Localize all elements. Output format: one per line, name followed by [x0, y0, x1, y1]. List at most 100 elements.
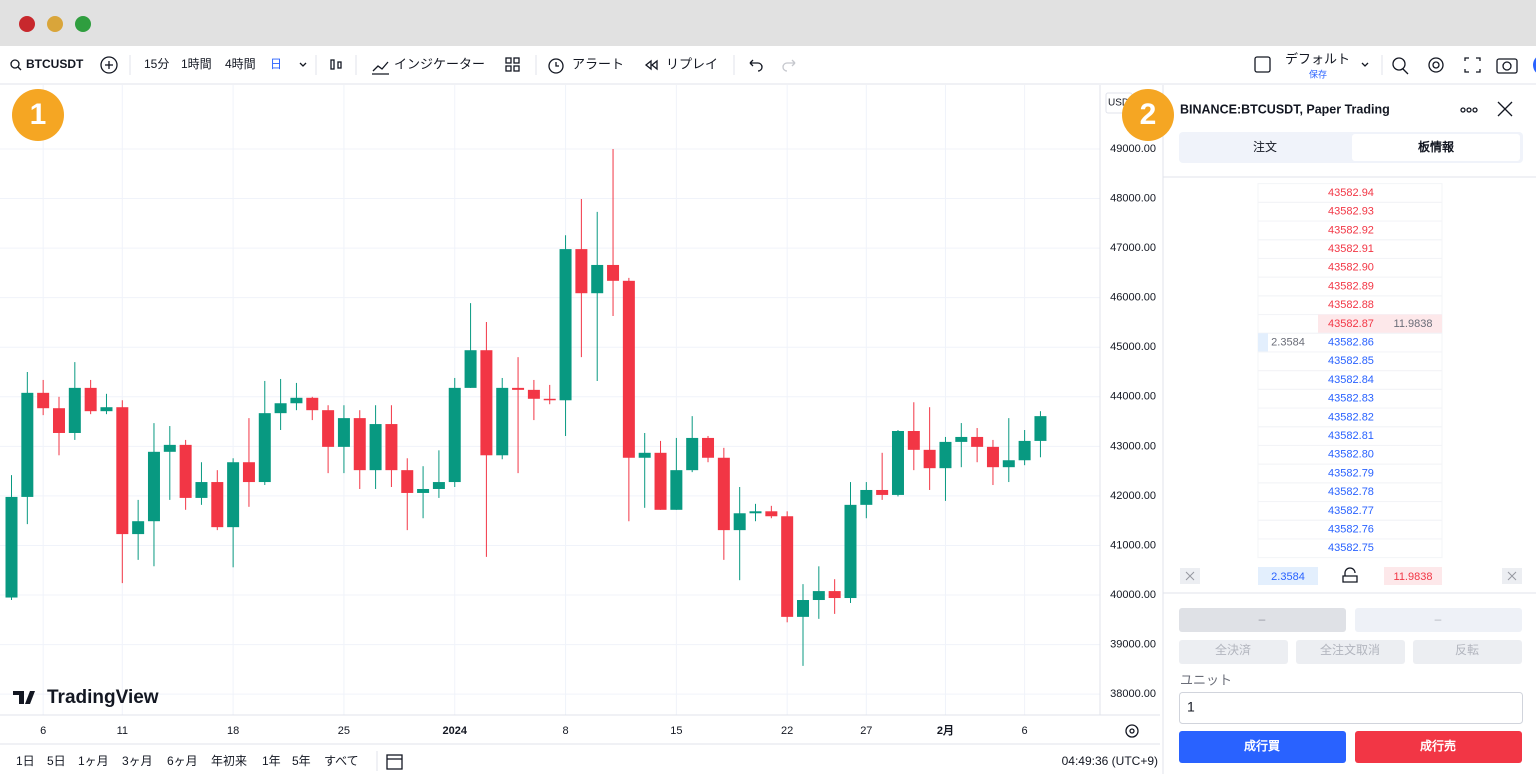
ask-price[interactable]: 43582.87	[1328, 318, 1374, 330]
ask-price[interactable]: 43582.93	[1328, 206, 1374, 218]
panel-title: BINANCE:BTCUSDT, Paper Trading	[1180, 102, 1390, 116]
panel-icons[interactable]	[1460, 101, 1513, 117]
sell-label[interactable]: 成行売	[1420, 738, 1456, 753]
candle-body	[179, 444, 192, 498]
bid-price[interactable]: 43582.85	[1328, 355, 1374, 367]
action-label[interactable]: 全注文取消	[1320, 642, 1380, 657]
range-button[interactable]: 5年	[292, 754, 311, 768]
badge	[1122, 89, 1174, 141]
tab[interactable]: 注文	[1253, 139, 1277, 154]
y-tick-label: 39000.00	[1110, 639, 1156, 651]
candle-body	[385, 424, 398, 471]
ask-price[interactable]: 43582.90	[1328, 262, 1374, 274]
bid-price[interactable]: 43582.77	[1328, 505, 1374, 517]
candle-body	[195, 482, 208, 498]
minimize-button[interactable]	[47, 16, 63, 32]
bid-price[interactable]: 43582.80	[1328, 449, 1374, 461]
price-field[interactable]	[1355, 608, 1522, 632]
range-button[interactable]: 6ヶ月	[167, 754, 198, 768]
ask-price[interactable]: 43582.92	[1328, 224, 1374, 236]
interval[interactable]: 日	[270, 57, 282, 71]
buy-button[interactable]	[1179, 731, 1346, 763]
total-bid: 2.3584	[1271, 571, 1305, 583]
book-totals	[1180, 567, 1522, 585]
action-label[interactable]: 全決済	[1215, 642, 1251, 657]
unit-value[interactable]: 1	[1187, 699, 1195, 715]
active-tab[interactable]	[1352, 134, 1520, 161]
range-button[interactable]: 1年	[262, 754, 281, 768]
candle-body	[1018, 440, 1031, 461]
bid-price[interactable]: 43582.82	[1328, 411, 1374, 423]
candle-body	[227, 462, 240, 528]
placeholder: –	[1259, 612, 1266, 626]
interval[interactable]: 1時間	[181, 57, 212, 71]
candle-body	[907, 430, 920, 450]
y-tick-label: 47000.00	[1110, 242, 1156, 254]
bid-price[interactable]: 43582.75	[1328, 542, 1374, 554]
action-button[interactable]	[1413, 640, 1522, 664]
candle-body	[844, 504, 857, 599]
bid-price[interactable]: 43582.81	[1328, 430, 1374, 442]
bid-price[interactable]: 43582.79	[1328, 467, 1374, 479]
clock: 04:49:36 (UTC+9)	[1062, 754, 1158, 768]
bid-price[interactable]: 43582.83	[1328, 393, 1374, 405]
range-button[interactable]: 1ヶ月	[78, 754, 109, 768]
indicators-button[interactable]: インジケーター	[394, 56, 485, 71]
action-label[interactable]: 反転	[1455, 643, 1479, 657]
candle-body	[797, 600, 809, 617]
save-label[interactable]: 保存	[1309, 68, 1327, 79]
zoom-button[interactable]	[75, 16, 91, 32]
action-button[interactable]	[1179, 640, 1288, 664]
y-tick-label: 48000.00	[1110, 192, 1156, 204]
range-button[interactable]: 5日	[47, 754, 66, 768]
tab[interactable]: 板情報	[1418, 139, 1455, 154]
candle-body	[480, 350, 493, 456]
ask-price[interactable]: 43582.91	[1328, 243, 1374, 255]
bid-bar	[1258, 333, 1268, 352]
range-button[interactable]: 1日	[16, 754, 35, 768]
x-tick-label: 27	[860, 725, 872, 737]
ask-price[interactable]: 43582.89	[1328, 280, 1374, 292]
ask-price[interactable]: 43582.94	[1328, 187, 1374, 199]
bid-price[interactable]: 43582.86	[1328, 337, 1374, 349]
bid-price[interactable]: 43582.84	[1328, 374, 1374, 386]
action-button[interactable]	[1296, 640, 1405, 664]
currency[interactable]: USD	[1108, 98, 1129, 109]
candle-body	[670, 470, 683, 510]
candle-body	[923, 449, 936, 469]
replay-button[interactable]: リプレイ	[666, 56, 718, 71]
bid-price[interactable]: 43582.76	[1328, 524, 1374, 536]
candle-body	[891, 430, 904, 495]
candle-body	[543, 398, 556, 401]
ask-price[interactable]: 43582.88	[1328, 299, 1374, 311]
sell-button[interactable]	[1355, 731, 1522, 763]
range-button[interactable]: 年初来	[211, 754, 247, 768]
candle-body	[607, 264, 620, 281]
interval[interactable]: 4時間	[225, 57, 256, 71]
close-button[interactable]	[19, 16, 35, 32]
bid-price[interactable]: 43582.78	[1328, 486, 1374, 498]
x-tick-label: 6	[40, 725, 46, 737]
range-button[interactable]: すべて	[324, 754, 359, 768]
unit-input[interactable]	[1179, 692, 1523, 724]
y-tick-label: 43000.00	[1110, 440, 1156, 452]
interval[interactable]: 15分	[144, 57, 169, 71]
symbol[interactable]: BTCUSDT	[26, 57, 84, 71]
candle-body	[116, 407, 129, 535]
candle-body	[828, 591, 841, 599]
candle-body	[100, 407, 113, 412]
layout-name[interactable]: デフォルト	[1285, 51, 1350, 66]
book-row	[1257, 538, 1443, 559]
candle-body	[939, 441, 952, 469]
settings-icon[interactable]	[1125, 724, 1139, 738]
candle-body	[147, 451, 160, 522]
calendar-icon[interactable]	[376, 751, 403, 771]
candle-body	[702, 437, 715, 458]
buy-label[interactable]: 成行買	[1244, 738, 1280, 753]
candle-body	[638, 452, 651, 458]
price-field[interactable]	[1179, 608, 1346, 632]
range-button[interactable]: 3ヶ月	[122, 754, 153, 768]
alert-button[interactable]: アラート	[572, 56, 624, 71]
